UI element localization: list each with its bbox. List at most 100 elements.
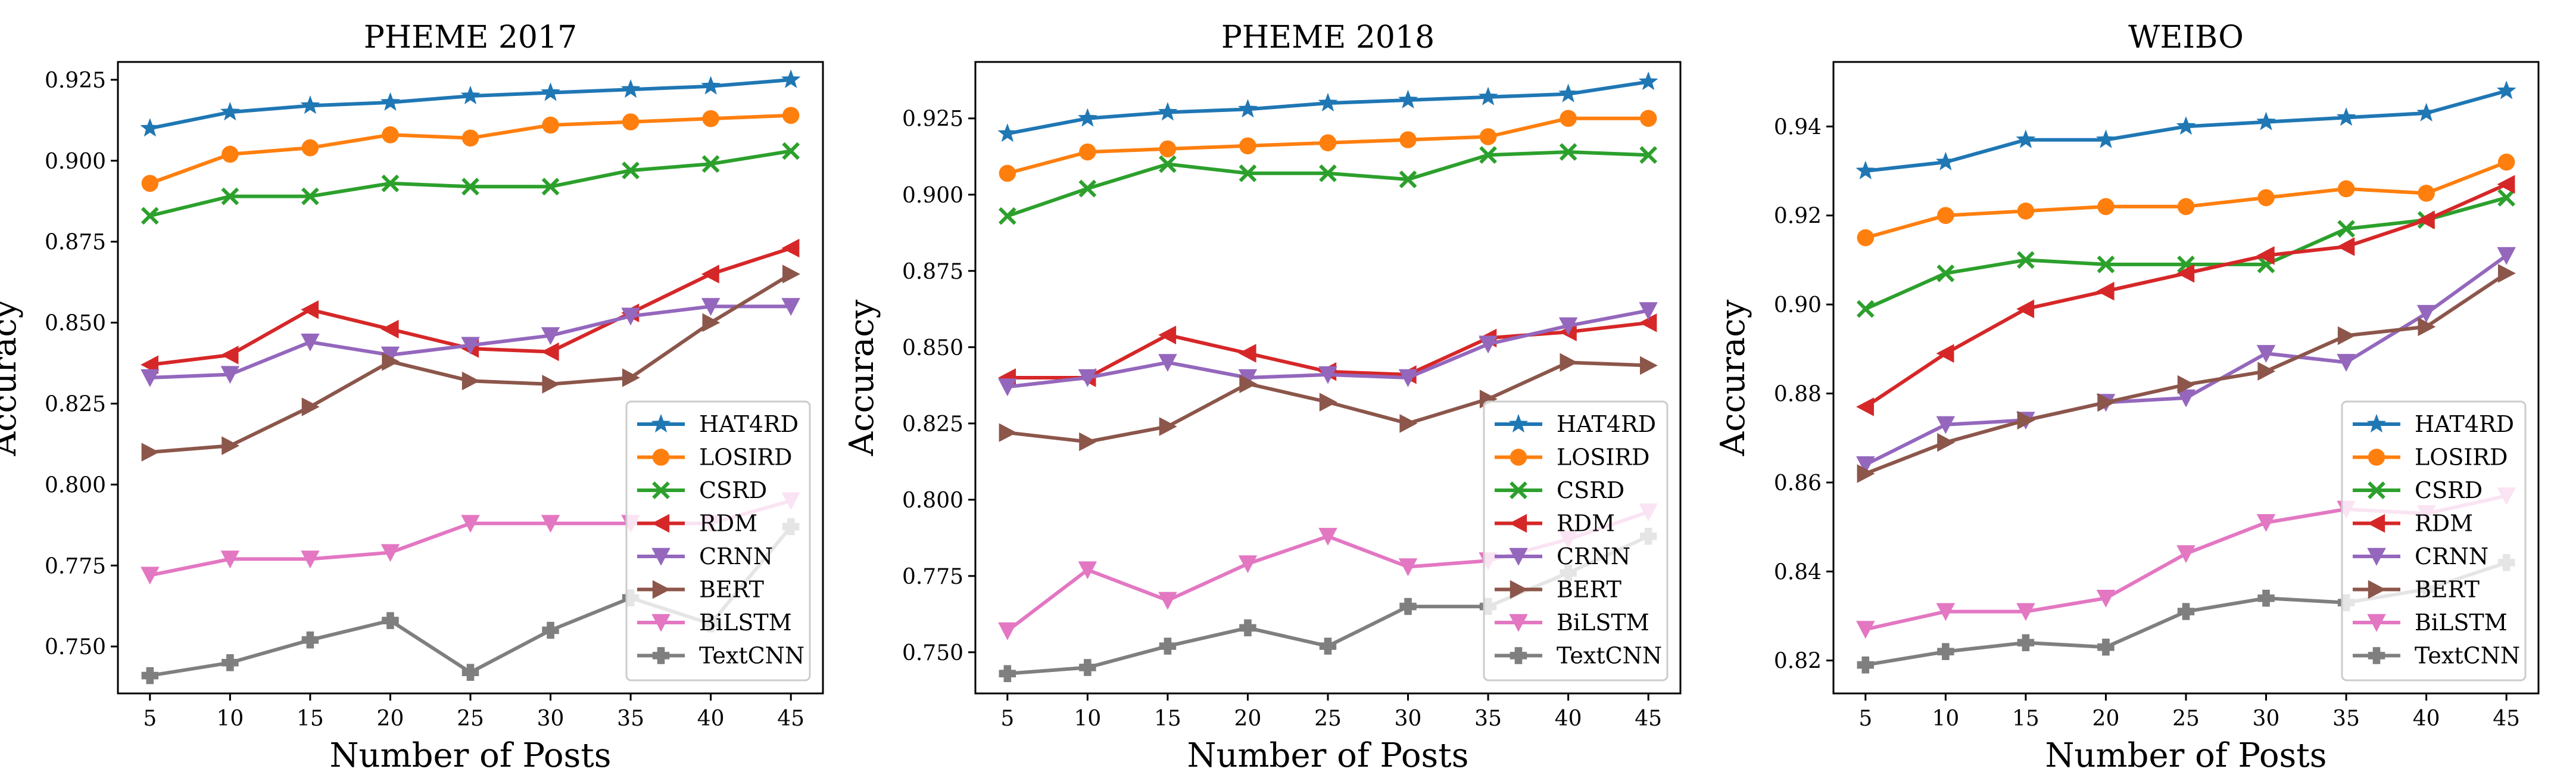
legend-item-losird: LOSIRD xyxy=(1495,444,1650,471)
data-point-rdm xyxy=(220,346,239,365)
data-point-csrd xyxy=(2097,256,2115,273)
data-point-textcnn xyxy=(1857,656,1875,674)
x-axis-label: Number of Posts xyxy=(1187,736,1468,775)
data-point-bilstm xyxy=(1318,528,1337,546)
data-point-crnn xyxy=(1856,456,1875,474)
data-point-losird xyxy=(2097,198,2115,216)
x-tick-label: 30 xyxy=(1395,707,1422,731)
legend-item-textcnn: TextCNN xyxy=(2353,643,2520,669)
series-hat4rd xyxy=(140,69,801,137)
legend-label: BiLSTM xyxy=(1557,609,1649,636)
legend-item-losird: LOSIRD xyxy=(2353,444,2508,471)
legend-swatch-marker xyxy=(2366,413,2387,432)
series-csrd xyxy=(141,142,800,225)
data-point-losird xyxy=(2177,198,2195,216)
data-point-crnn xyxy=(998,378,1017,397)
legend-label: RDM xyxy=(1557,511,1615,537)
data-point-csrd xyxy=(541,178,560,196)
data-point-rdm xyxy=(781,238,800,258)
data-point-bilstm xyxy=(2256,514,2276,532)
legend-item-losird: LOSIRD xyxy=(637,444,793,471)
x-tick-label: 5 xyxy=(1858,707,1872,731)
legend-item-bert: BERT xyxy=(637,577,764,603)
data-point-losird xyxy=(2418,185,2435,202)
data-point-textcnn xyxy=(2097,639,2115,656)
data-point-crnn xyxy=(1078,369,1097,387)
data-point-textcnn xyxy=(461,664,479,681)
legend-label: BiLSTM xyxy=(699,609,792,636)
data-point-csrd xyxy=(1936,264,1955,282)
data-point-losird xyxy=(1479,128,1497,145)
legend-swatch-marker xyxy=(651,614,670,632)
data-point-rdm xyxy=(2337,237,2355,256)
data-point-textcnn xyxy=(1319,637,1337,655)
legend-item-textcnn: TextCNN xyxy=(637,643,804,669)
legend-swatch-marker xyxy=(652,580,670,599)
data-point-losird xyxy=(2497,153,2515,171)
y-tick-label: 0.92 xyxy=(1774,204,1822,229)
data-point-hat4rd xyxy=(2496,80,2516,99)
legend-label: LOSIRD xyxy=(699,444,793,471)
data-point-rdm xyxy=(2497,175,2515,194)
data-point-bilstm xyxy=(998,622,1017,640)
data-point-bert xyxy=(1937,432,1956,452)
data-point-bert xyxy=(2177,375,2195,394)
y-tick-label: 0.825 xyxy=(45,392,106,416)
data-point-rdm xyxy=(541,342,559,362)
data-point-textcnn xyxy=(222,654,239,671)
y-tick-label: 0.800 xyxy=(45,473,106,497)
data-point-losird xyxy=(301,139,319,157)
legend-swatch-marker xyxy=(2368,481,2385,499)
legend-label: CSRD xyxy=(699,477,767,503)
data-point-rdm xyxy=(1936,344,1954,363)
y-tick-label: 0.82 xyxy=(1774,649,1822,674)
data-point-hat4rd xyxy=(2336,107,2356,126)
data-point-textcnn xyxy=(1079,659,1096,676)
data-point-textcnn xyxy=(1159,637,1177,655)
x-tick-label: 15 xyxy=(1154,707,1181,731)
data-point-hat4rd xyxy=(1238,99,1258,118)
legend-swatch-marker xyxy=(2368,449,2385,466)
data-point-bert xyxy=(141,443,160,462)
y-tick-label: 0.800 xyxy=(902,488,963,513)
data-point-bilstm xyxy=(1238,555,1258,574)
x-tick-label: 45 xyxy=(1635,707,1662,731)
y-tick-label: 0.925 xyxy=(902,107,963,132)
data-point-rdm xyxy=(1158,325,1177,345)
legend-swatch-marker xyxy=(1510,647,1527,664)
series-line-csrd xyxy=(1006,150,1649,218)
legend-item-csrd: CSRD xyxy=(1495,477,1624,503)
data-point-hat4rd xyxy=(2096,129,2116,148)
x-tick-label: 40 xyxy=(1555,707,1582,731)
data-point-csrd xyxy=(1559,143,1577,161)
data-point-bilstm xyxy=(381,544,400,562)
data-point-crnn xyxy=(1936,416,1956,434)
y-tick-label: 0.900 xyxy=(902,183,963,208)
legend-label: HAT4RD xyxy=(699,411,799,437)
legend-label: TextCNN xyxy=(699,643,804,669)
legend-label: CRNN xyxy=(1557,543,1630,570)
data-point-losird xyxy=(1937,207,1954,224)
series-crnn xyxy=(141,298,800,387)
legend: HAT4RD LOSIRD CSRD RDM CRNN BERT BiLSTM TextCNN xyxy=(625,400,811,682)
data-point-bilstm xyxy=(1078,561,1097,580)
x-tick-label: 30 xyxy=(537,707,565,731)
x-tick-label: 20 xyxy=(2092,707,2120,731)
legend-box xyxy=(625,400,811,682)
data-point-textcnn xyxy=(141,667,159,684)
data-point-csrd xyxy=(2017,251,2035,269)
data-point-csrd xyxy=(221,187,239,206)
data-point-crnn xyxy=(2337,354,2356,372)
series-bert xyxy=(1857,264,2516,483)
data-point-bert xyxy=(782,265,800,284)
x-axis-label: Number of Posts xyxy=(2045,736,2326,775)
series-bert xyxy=(141,265,800,462)
y-tick-label: 0.88 xyxy=(1774,382,1822,407)
legend-label: LOSIRD xyxy=(1557,444,1650,471)
data-point-crnn xyxy=(701,298,721,316)
series-line-csrd xyxy=(149,149,791,218)
legend-item-bilstm: BiLSTM xyxy=(1495,609,1649,636)
y-tick-label: 0.775 xyxy=(45,554,106,578)
x-tick-label: 15 xyxy=(297,707,324,731)
y-axis-label: Accuracy xyxy=(1714,299,1752,456)
